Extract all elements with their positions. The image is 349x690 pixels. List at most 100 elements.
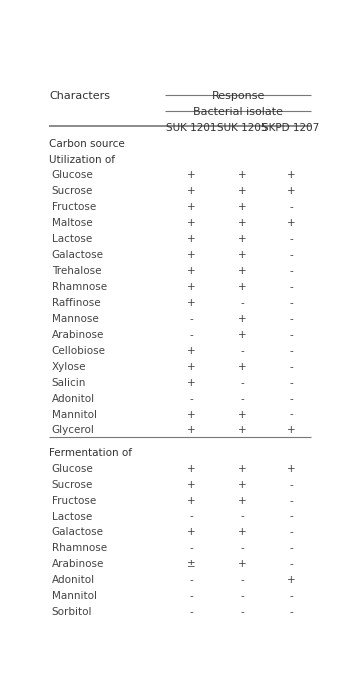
Text: -: -	[240, 377, 244, 388]
Text: Salicin: Salicin	[52, 377, 86, 388]
Text: +: +	[287, 218, 295, 228]
Text: -: -	[289, 202, 293, 213]
Text: Sorbitol: Sorbitol	[52, 607, 92, 617]
Text: Bacterial isolate: Bacterial isolate	[193, 107, 283, 117]
Text: +: +	[287, 426, 295, 435]
Text: Carbon source: Carbon source	[49, 139, 125, 148]
Text: +: +	[238, 362, 247, 372]
Text: Mannitol: Mannitol	[52, 410, 97, 420]
Text: Response: Response	[212, 91, 265, 101]
Text: Sucrose: Sucrose	[52, 186, 93, 197]
Text: +: +	[238, 186, 247, 197]
Text: Utilization of: Utilization of	[49, 155, 115, 164]
Text: -: -	[289, 410, 293, 420]
Text: +: +	[187, 480, 195, 490]
Text: -: -	[240, 298, 244, 308]
Text: Lactose: Lactose	[52, 234, 92, 244]
Text: Glucose: Glucose	[52, 170, 94, 181]
Text: Sucrose: Sucrose	[52, 480, 93, 490]
Text: -: -	[289, 393, 293, 404]
Text: +: +	[238, 218, 247, 228]
Text: +: +	[187, 170, 195, 181]
Text: +: +	[187, 202, 195, 213]
Text: +: +	[187, 250, 195, 260]
Text: Fructose: Fructose	[52, 202, 96, 213]
Text: +: +	[287, 464, 295, 474]
Text: +: +	[238, 282, 247, 292]
Text: -: -	[289, 266, 293, 276]
Text: +: +	[187, 362, 195, 372]
Text: +: +	[287, 170, 295, 181]
Text: Mannitol: Mannitol	[52, 591, 97, 601]
Text: +: +	[287, 575, 295, 585]
Text: ±: ±	[187, 560, 195, 569]
Text: +: +	[187, 495, 195, 506]
Text: -: -	[289, 282, 293, 292]
Text: Mannose: Mannose	[52, 314, 98, 324]
Text: Cellobiose: Cellobiose	[52, 346, 106, 356]
Text: -: -	[289, 591, 293, 601]
Text: Maltose: Maltose	[52, 218, 92, 228]
Text: -: -	[289, 377, 293, 388]
Text: +: +	[238, 250, 247, 260]
Text: +: +	[238, 495, 247, 506]
Text: +: +	[187, 218, 195, 228]
Text: -: -	[189, 544, 193, 553]
Text: -: -	[189, 575, 193, 585]
Text: -: -	[240, 591, 244, 601]
Text: SUK 1201: SUK 1201	[166, 123, 216, 132]
Text: -: -	[189, 330, 193, 340]
Text: SUK 1205: SUK 1205	[217, 123, 268, 132]
Text: +: +	[238, 527, 247, 538]
Text: -: -	[240, 346, 244, 356]
Text: +: +	[238, 266, 247, 276]
Text: Raffinose: Raffinose	[52, 298, 101, 308]
Text: -: -	[240, 575, 244, 585]
Text: Characters: Characters	[49, 91, 110, 101]
Text: -: -	[289, 560, 293, 569]
Text: +: +	[238, 314, 247, 324]
Text: +: +	[187, 426, 195, 435]
Text: +: +	[187, 377, 195, 388]
Text: -: -	[289, 330, 293, 340]
Text: +: +	[187, 527, 195, 538]
Text: +: +	[238, 410, 247, 420]
Text: +: +	[187, 410, 195, 420]
Text: -: -	[289, 362, 293, 372]
Text: -: -	[289, 250, 293, 260]
Text: +: +	[238, 480, 247, 490]
Text: Rhamnose: Rhamnose	[52, 282, 107, 292]
Text: +: +	[287, 186, 295, 197]
Text: -: -	[289, 511, 293, 522]
Text: Fructose: Fructose	[52, 495, 96, 506]
Text: +: +	[187, 186, 195, 197]
Text: +: +	[238, 330, 247, 340]
Text: Arabinose: Arabinose	[52, 330, 104, 340]
Text: -: -	[240, 544, 244, 553]
Text: Galactose: Galactose	[52, 527, 104, 538]
Text: +: +	[187, 282, 195, 292]
Text: -: -	[189, 393, 193, 404]
Text: -: -	[189, 314, 193, 324]
Text: Glucose: Glucose	[52, 464, 94, 474]
Text: Galactose: Galactose	[52, 250, 104, 260]
Text: +: +	[187, 266, 195, 276]
Text: Fermentation of: Fermentation of	[49, 448, 132, 457]
Text: Rhamnose: Rhamnose	[52, 544, 107, 553]
Text: -: -	[289, 480, 293, 490]
Text: +: +	[187, 346, 195, 356]
Text: +: +	[187, 234, 195, 244]
Text: +: +	[238, 202, 247, 213]
Text: +: +	[238, 170, 247, 181]
Text: SKPD 1207: SKPD 1207	[262, 123, 320, 132]
Text: +: +	[238, 560, 247, 569]
Text: Lactose: Lactose	[52, 511, 92, 522]
Text: -: -	[189, 511, 193, 522]
Text: -: -	[189, 591, 193, 601]
Text: +: +	[238, 234, 247, 244]
Text: -: -	[289, 544, 293, 553]
Text: Xylose: Xylose	[52, 362, 86, 372]
Text: -: -	[289, 527, 293, 538]
Text: Adonitol: Adonitol	[52, 393, 95, 404]
Text: Adonitol: Adonitol	[52, 575, 95, 585]
